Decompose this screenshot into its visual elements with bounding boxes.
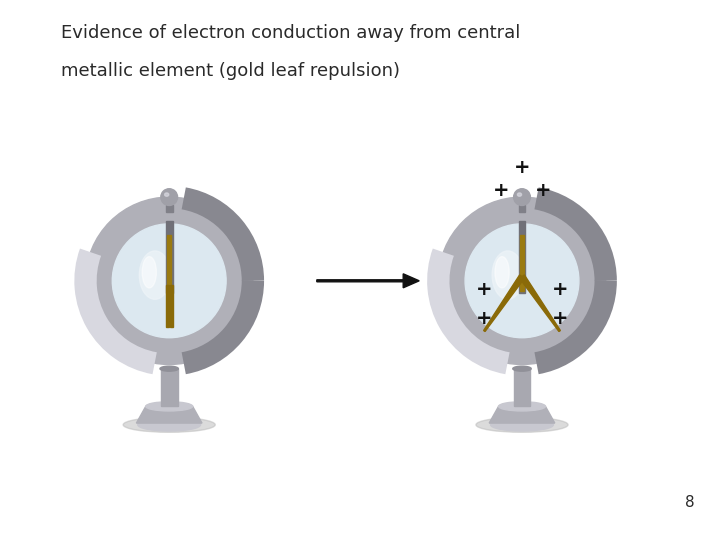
Circle shape	[513, 189, 531, 206]
Text: +: +	[476, 309, 492, 328]
Text: +: +	[552, 280, 568, 299]
Polygon shape	[167, 235, 171, 291]
Ellipse shape	[139, 251, 171, 299]
Text: +: +	[514, 158, 530, 177]
Ellipse shape	[498, 402, 546, 411]
Polygon shape	[166, 206, 173, 212]
Ellipse shape	[492, 251, 523, 299]
Polygon shape	[518, 220, 526, 293]
Ellipse shape	[142, 256, 156, 288]
Circle shape	[112, 224, 226, 338]
Text: metallic element (gold leaf repulsion): metallic element (gold leaf repulsion)	[61, 62, 400, 80]
Ellipse shape	[518, 193, 521, 196]
Circle shape	[465, 224, 579, 338]
Ellipse shape	[123, 417, 215, 433]
Ellipse shape	[495, 256, 509, 288]
Text: +: +	[476, 280, 492, 299]
Polygon shape	[513, 369, 531, 407]
Text: +: +	[535, 181, 552, 200]
Ellipse shape	[160, 366, 179, 371]
Ellipse shape	[490, 418, 554, 431]
Ellipse shape	[476, 417, 568, 433]
Polygon shape	[170, 285, 173, 327]
Text: 8: 8	[685, 495, 695, 510]
Circle shape	[161, 189, 178, 206]
Circle shape	[438, 197, 606, 364]
Ellipse shape	[513, 366, 531, 371]
Polygon shape	[166, 220, 173, 293]
Polygon shape	[518, 206, 526, 212]
Polygon shape	[161, 369, 178, 407]
Ellipse shape	[138, 418, 201, 431]
Text: +: +	[492, 181, 509, 200]
Circle shape	[86, 197, 253, 364]
Text: +: +	[552, 309, 568, 328]
Polygon shape	[166, 285, 168, 327]
FancyArrow shape	[317, 274, 419, 288]
Polygon shape	[520, 275, 560, 332]
Polygon shape	[484, 275, 524, 332]
Polygon shape	[520, 235, 524, 291]
Ellipse shape	[145, 402, 193, 411]
Polygon shape	[136, 407, 202, 423]
Ellipse shape	[165, 193, 168, 196]
Text: Evidence of electron conduction away from central: Evidence of electron conduction away fro…	[61, 24, 521, 42]
Polygon shape	[489, 407, 555, 423]
